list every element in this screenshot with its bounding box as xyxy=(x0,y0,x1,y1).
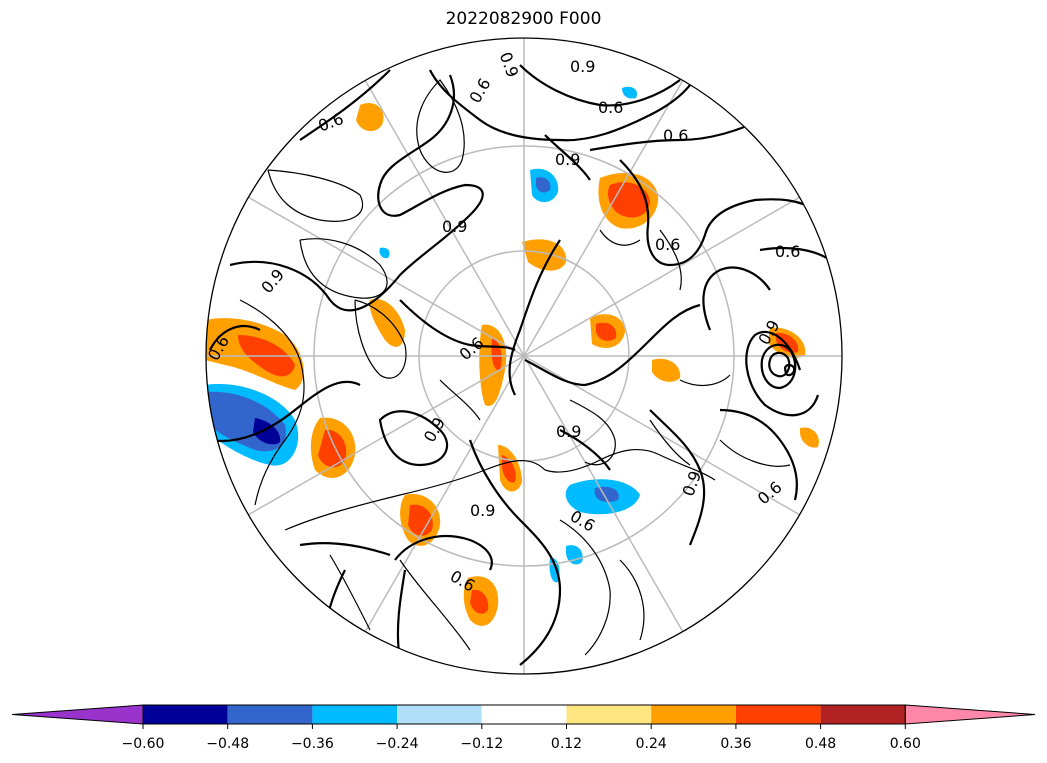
colorbar-box xyxy=(397,705,482,724)
contour-label: 0.9 xyxy=(556,422,581,441)
colorbar-box xyxy=(566,705,652,724)
colorbar-tick-label: −0.36 xyxy=(291,736,334,752)
contour-label: 0.6 xyxy=(655,235,680,254)
contour-label: 0.9 xyxy=(570,57,595,76)
colorbar-box xyxy=(820,705,906,724)
colorbar-tick-label: 0.48 xyxy=(805,736,836,752)
colorbar-extend-min xyxy=(11,704,144,725)
colorbar-box xyxy=(651,705,736,724)
contour-label: 0.9 xyxy=(470,501,495,520)
anomaly-fills xyxy=(206,86,819,626)
colorbar-outline xyxy=(142,704,906,725)
map-boundary xyxy=(205,37,843,675)
contour-label: 0.9 xyxy=(555,150,580,169)
colorbar-tick-label: −0.60 xyxy=(122,736,165,752)
colorbar-tick-label: 0.36 xyxy=(720,736,751,752)
contour-label: 0.6 xyxy=(775,242,800,261)
contour-label: 0.6 xyxy=(598,98,623,117)
colorbar-tick-label: −0.48 xyxy=(206,736,249,752)
coastlines xyxy=(239,79,791,656)
colorbar-extend-max xyxy=(904,704,1036,725)
colorbar-tick-label: −0.24 xyxy=(376,736,419,752)
map-title: 2022082900 F000 xyxy=(445,9,602,29)
colorbar-boxes xyxy=(11,704,1036,725)
colorbar-box xyxy=(312,705,398,724)
colorbar-box xyxy=(481,705,567,724)
colorbar-box xyxy=(227,705,313,724)
polar-map: 0.9 0.6 0.9 0.6 0.6 0.9 0.6 0.9 0.6 0.9 … xyxy=(205,37,843,675)
colorbar-ticks: −0.60 −0.48 −0.36 −0.24 −0.12 0.12 0.24 0.36 0.4… xyxy=(122,724,921,752)
colorbar-tick-label: 0.12 xyxy=(551,736,582,752)
colorbar-tick-label: 0.24 xyxy=(636,736,667,752)
colorbar-box xyxy=(143,705,228,724)
colorbar-tick-label: −0.12 xyxy=(460,736,503,752)
contour-label: 0.9 xyxy=(442,217,467,236)
colorbar-box xyxy=(735,705,821,724)
colorbar-tick-label: 0.60 xyxy=(890,736,921,752)
contour-lines xyxy=(209,59,831,666)
contour-label: 0.6 xyxy=(663,126,688,145)
